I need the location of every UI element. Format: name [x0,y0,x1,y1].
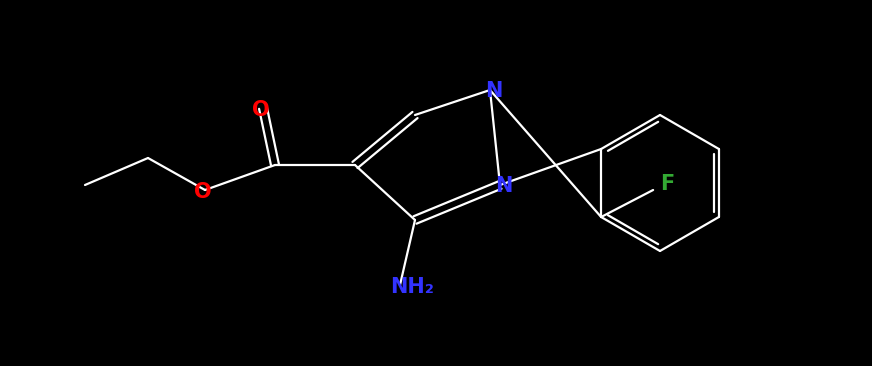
Text: F: F [660,174,674,194]
Text: N: N [495,176,513,196]
Text: NH₂: NH₂ [390,277,434,297]
Text: O: O [252,100,269,120]
Text: O: O [194,182,212,202]
Text: N: N [486,81,502,101]
